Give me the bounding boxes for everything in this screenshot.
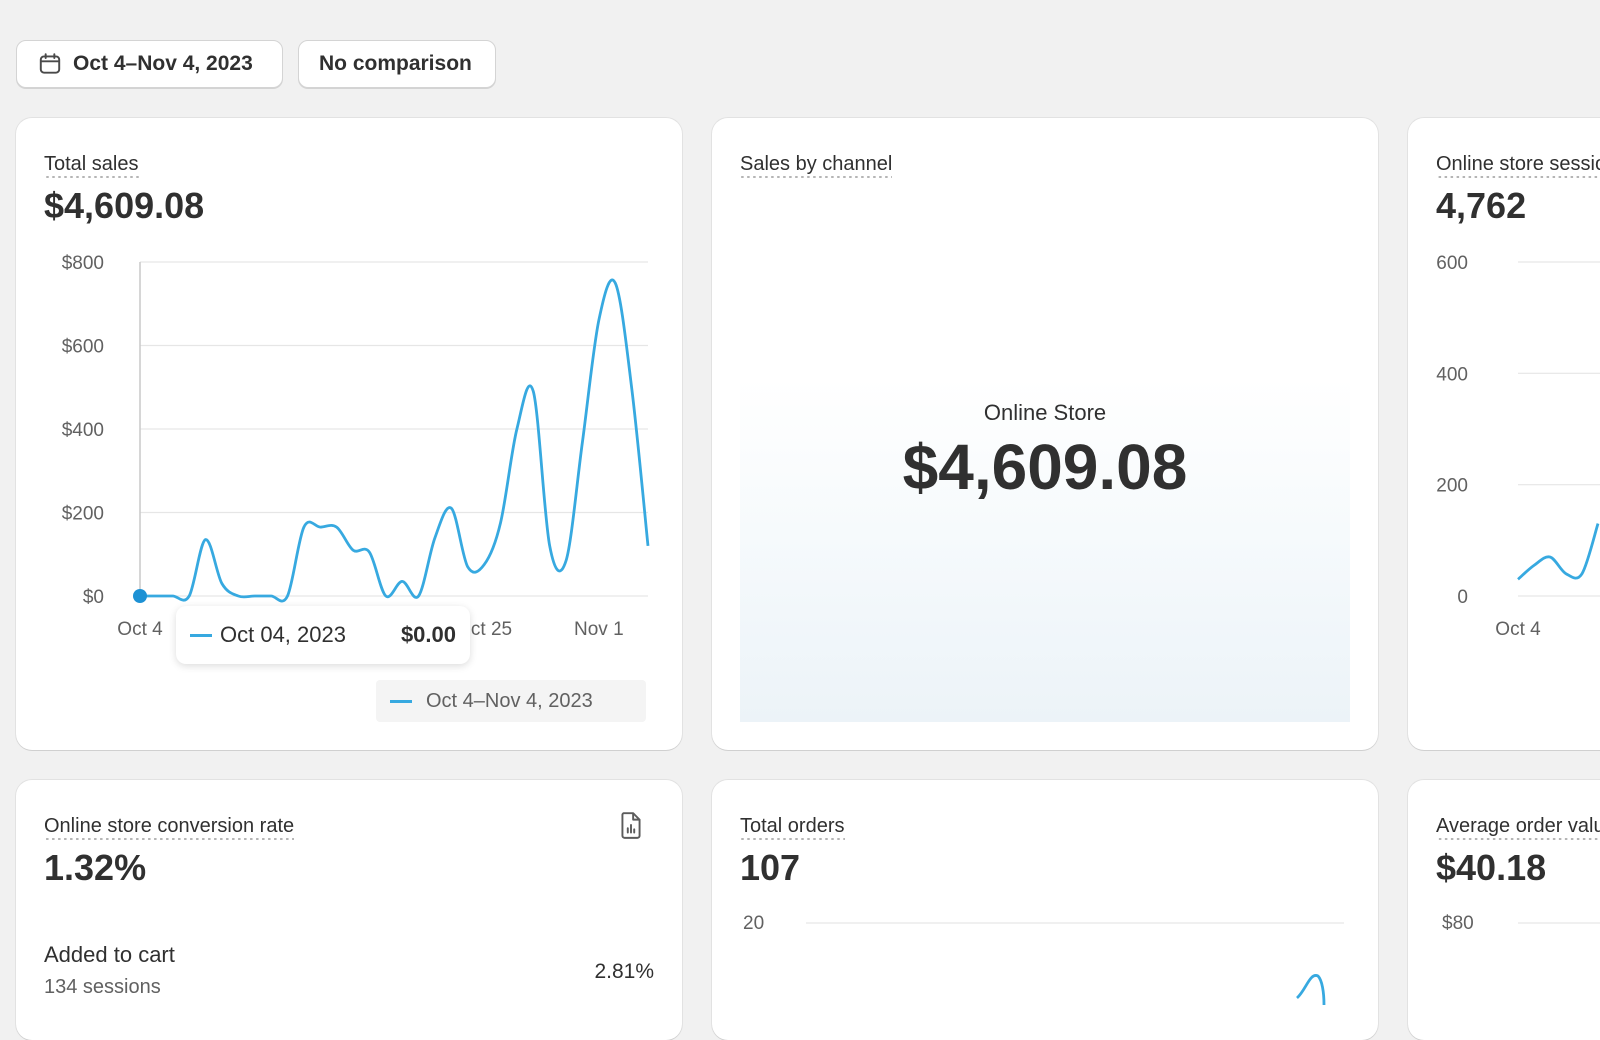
aov-y-tick: $80	[1442, 913, 1474, 934]
online-store-sessions-title[interactable]: Online store sessions	[1436, 153, 1600, 178]
tooltip-series-swatch	[190, 633, 212, 637]
legend-label: Oct 4–Nov 4, 2023	[426, 689, 593, 712]
tooltip-date: Oct 04, 2023	[220, 622, 346, 647]
total-sales-series-line	[140, 278, 650, 603]
sales-by-channel-card: Sales by channel Online Store $4,609.08	[712, 118, 1378, 750]
date-range-button[interactable]: Oct 4–Nov 4, 2023	[16, 40, 283, 88]
total-sales-chart[interactable]: $0 $200 $400 $600 $800 Oct 4 Oct 25 Nov 1	[16, 118, 682, 750]
chart-tooltip: Oct 04, 2023 $0.00	[176, 606, 470, 664]
orders-series-line	[1295, 974, 1326, 1006]
average-order-value-title[interactable]: Average order value	[1436, 815, 1600, 840]
date-range-label: Oct 4–Nov 4, 2023	[73, 52, 253, 75]
total-sales-value: $4,609.08	[44, 185, 205, 226]
sessions-x-tick: Oct 4	[1495, 619, 1541, 640]
sales-y-tick: $600	[62, 337, 104, 358]
funnel-row-label: Added to cart	[44, 942, 175, 967]
online-store-sessions-card: Online store sessions 4,762 0 200 400 600 O…	[1408, 118, 1600, 750]
sessions-y-tick: 0	[1457, 587, 1468, 608]
total-sales-title[interactable]: Total sales	[44, 153, 139, 178]
sessions-y-tick: 600	[1436, 253, 1468, 274]
funnel-row-sessions: 134 sessions	[44, 976, 161, 998]
sales-by-channel-title[interactable]: Sales by channel	[740, 153, 893, 178]
sales-x-tick: Oct 25	[456, 619, 512, 640]
sales-y-tick: $400	[62, 420, 104, 441]
channel-value: $4,609.08	[902, 431, 1188, 503]
conversion-rate-value: 1.32%	[44, 847, 147, 888]
comparison-label: No comparison	[319, 52, 472, 75]
channel-name: Online Store	[983, 400, 1107, 425]
comparison-button[interactable]: No comparison	[298, 40, 496, 88]
sessions-series-line	[1517, 523, 1600, 581]
funnel-row-value: 2.81%	[594, 960, 654, 983]
total-orders-title[interactable]: Total orders	[740, 815, 845, 840]
channel-tile[interactable]	[740, 378, 1350, 722]
total-orders-card: Total orders 107 20	[712, 780, 1378, 1040]
conversion-rate-card: Online store conversion rate 1.32% Added…	[16, 780, 682, 1040]
sales-y-tick: $800	[62, 253, 104, 274]
conversion-rate-title[interactable]: Online store conversion rate	[44, 815, 295, 840]
total-orders-chart[interactable]: 20	[712, 780, 1378, 1040]
orders-y-tick: 20	[743, 913, 764, 934]
average-order-value-chart[interactable]: $80	[1408, 780, 1600, 1040]
sessions-y-tick: 200	[1436, 476, 1468, 497]
report-icon[interactable]	[618, 810, 644, 840]
average-order-value-card: Average order value $40.18 $80	[1408, 780, 1600, 1040]
tooltip-value: $0.00	[400, 622, 456, 647]
sales-y-tick: $0	[83, 587, 104, 608]
sales-active-point[interactable]	[133, 589, 147, 603]
average-order-value-value: $40.18	[1436, 847, 1547, 888]
online-store-sessions-value: 4,762	[1436, 185, 1527, 226]
online-store-sessions-chart[interactable]: 0 200 400 600 Oct 4	[1408, 118, 1600, 750]
total-orders-value: 107	[740, 847, 801, 888]
legend-swatch	[390, 699, 412, 703]
sessions-y-tick: 400	[1436, 364, 1468, 385]
total-sales-card: Total sales $4,609.08 $0 $200 $400 $600 $800…	[16, 118, 682, 750]
chart-legend[interactable]: Oct 4–Nov 4, 2023	[376, 680, 646, 722]
sales-x-tick: Nov 1	[574, 619, 624, 640]
calendar-icon	[37, 51, 63, 77]
sales-y-tick: $200	[62, 504, 104, 525]
sales-x-tick: Oct 4	[117, 619, 163, 640]
